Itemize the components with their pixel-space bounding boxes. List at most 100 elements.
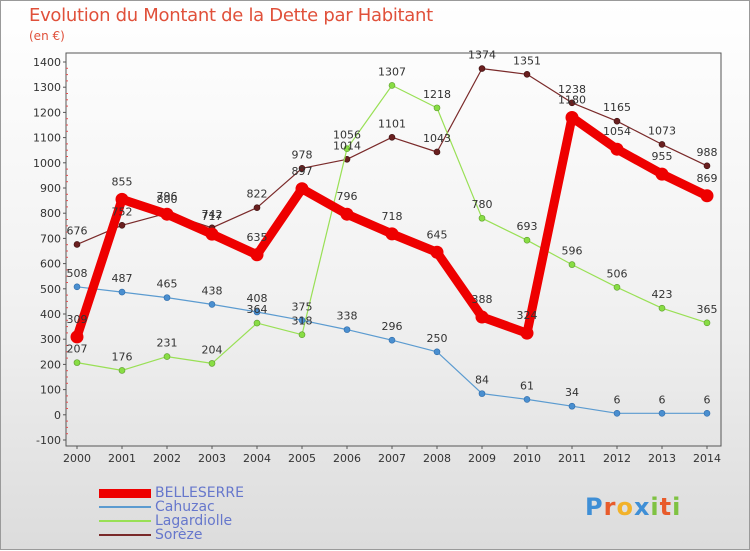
data-label-cahuzac: 6 — [659, 393, 666, 406]
data-label-belleserre: 717 — [202, 210, 223, 223]
data-label-cahuzac: 338 — [337, 310, 358, 323]
data-label-belleserre: 869 — [697, 172, 718, 185]
data-label-cahuzac: 465 — [157, 278, 178, 291]
y-tick-label: 900 — [40, 182, 61, 195]
data-label-cahuzac: 250 — [427, 332, 448, 345]
legend-swatch-soreze — [99, 534, 151, 536]
x-tick-label: 2002 — [153, 452, 181, 465]
data-point-lagardiolle — [298, 331, 306, 338]
data-point-belleserre — [160, 207, 174, 221]
data-label-belleserre: 718 — [382, 210, 403, 223]
data-point-sorze — [433, 148, 441, 156]
series-line-cahuzac — [76, 286, 708, 414]
data-point-lagardiolle — [118, 367, 126, 374]
y-tick-label: 1300 — [33, 81, 61, 94]
data-point-lagardiolle — [613, 283, 621, 291]
data-point-cahuzac — [298, 316, 306, 324]
data-point-cahuzac — [208, 301, 216, 308]
plot-area — [65, 52, 722, 447]
data-label-belleserre: 635 — [247, 231, 268, 244]
data-label-lagardiolle: 1056 — [333, 129, 361, 142]
x-tick-label: 2003 — [198, 452, 226, 465]
data-point-sorze — [523, 71, 531, 78]
data-point-belleserre — [115, 192, 129, 206]
y-tick-label: 0 — [54, 409, 61, 422]
data-point-lagardiolle — [658, 304, 666, 312]
x-tick-label: 2007 — [378, 452, 406, 465]
data-label-belleserre: 324 — [517, 309, 538, 322]
data-label-cahuzac: 408 — [247, 292, 268, 305]
data-label-lagardiolle: 1218 — [423, 88, 451, 101]
data-label-lagardiolle: 364 — [247, 303, 268, 316]
data-point-belleserre — [475, 310, 489, 324]
legend-swatch-cahuzac — [99, 506, 151, 508]
data-point-cahuzac — [163, 294, 171, 301]
data-point-cahuzac — [703, 409, 711, 417]
y-tick-label: 1100 — [33, 132, 61, 145]
y-tick-label: -100 — [36, 434, 61, 447]
data-point-belleserre — [70, 330, 84, 344]
data-point-sorze — [613, 117, 621, 125]
data-label-belleserre: 855 — [112, 175, 133, 188]
data-point-lagardiolle — [703, 319, 711, 327]
x-tick-label: 2005 — [288, 452, 316, 465]
data-label-cahuzac: 487 — [112, 272, 133, 285]
data-point-belleserre — [205, 227, 219, 241]
y-tick-label: 500 — [40, 283, 61, 296]
data-point-lagardiolle — [253, 319, 261, 327]
chart-title: Evolution du Montant de la Dette par Hab… — [29, 5, 433, 26]
x-tick-label: 2011 — [558, 452, 586, 465]
data-label-lagardiolle: 506 — [607, 267, 628, 280]
data-label-sorze: 1351 — [513, 54, 541, 67]
data-label-belleserre: 1054 — [603, 125, 631, 138]
data-label-sorze: 988 — [697, 146, 718, 159]
data-point-lagardiolle — [523, 236, 531, 244]
data-point-lagardiolle — [433, 104, 441, 112]
data-point-cahuzac — [433, 348, 441, 356]
y-tick-label: 800 — [40, 207, 61, 220]
data-label-cahuzac: 438 — [202, 284, 223, 297]
legend-label-soreze: Sorèze — [155, 527, 203, 543]
data-point-cahuzac — [613, 409, 621, 417]
data-label-cahuzac: 375 — [292, 300, 313, 313]
data-point-cahuzac — [658, 409, 666, 417]
data-label-belleserre: 645 — [427, 228, 448, 241]
data-point-cahuzac — [73, 283, 81, 291]
data-label-lagardiolle: 596 — [562, 245, 583, 258]
data-label-sorze: 1073 — [648, 124, 676, 137]
data-point-sorze — [478, 65, 486, 72]
data-point-lagardiolle — [388, 82, 396, 89]
y-tick-label: 600 — [40, 258, 61, 271]
data-point-cahuzac — [388, 336, 396, 344]
data-label-sorze: 742 — [202, 208, 223, 221]
data-point-belleserre — [610, 142, 624, 156]
data-point-belleserre — [295, 182, 309, 196]
data-point-sorze — [118, 221, 126, 229]
x-tick-label: 2006 — [333, 452, 361, 465]
x-tick-label: 2010 — [513, 452, 541, 465]
data-label-sorze: 676 — [67, 224, 88, 237]
data-label-cahuzac: 6 — [704, 393, 711, 406]
y-tick-label: 400 — [40, 308, 61, 321]
data-label-lagardiolle: 365 — [697, 303, 718, 316]
legend-label-belleserre: BELLESERRE — [155, 485, 244, 501]
data-point-belleserre — [520, 326, 534, 340]
data-label-lagardiolle: 1307 — [378, 65, 406, 78]
x-tick-label: 2014 — [693, 452, 721, 465]
legend-swatch-lagardiolle — [99, 520, 151, 522]
data-label-sorze: 1165 — [603, 101, 631, 114]
data-label-belleserre: 955 — [652, 150, 673, 163]
data-label-sorze: 800 — [157, 193, 178, 206]
y-tick-label: 1400 — [33, 56, 61, 69]
data-point-sorze — [253, 204, 261, 211]
data-label-sorze: 1374 — [468, 49, 496, 62]
data-point-belleserre — [430, 245, 444, 259]
y-tick-label: 100 — [40, 384, 61, 397]
x-tick-label: 2000 — [63, 452, 91, 465]
data-label-sorze: 978 — [292, 148, 313, 161]
data-label-cahuzac: 508 — [67, 267, 88, 280]
data-point-lagardiolle — [343, 145, 351, 152]
data-label-belleserre: 897 — [292, 165, 313, 178]
